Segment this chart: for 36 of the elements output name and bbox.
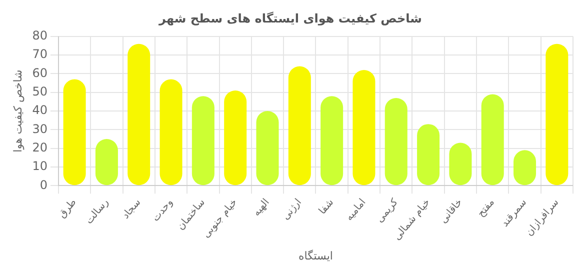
y-tick-label: 80 [32,28,48,43]
bar [224,90,247,186]
x-tick-label: امامیه [344,197,368,224]
bar [320,96,344,186]
x-tick-label: رسالت [84,196,112,226]
y-tick-label: 30 [32,122,48,136]
bar [546,44,568,186]
y-axis-title: شاخص کیفیت هوا [11,70,24,152]
bar [288,66,311,186]
x-tick-label: شفا [317,197,336,217]
x-tick-label: سجاد [120,197,144,222]
y-tick-label: 60 [32,66,48,80]
y-tick-label: 0 [40,178,48,192]
bar [160,79,182,186]
x-tick-label: الهیه [251,197,272,219]
x-tick-label: خاقانی [438,197,465,226]
x-axis-title: ایستگاه [298,249,333,262]
x-tick-label: کریمی [374,196,401,225]
bar [384,98,408,186]
x-tick-label: وحدت [150,196,176,224]
x-tick-label: ساختمان [175,197,208,232]
y-tick-label: 50 [32,84,48,98]
x-tick-label: مفتح [476,197,497,220]
bar [63,79,86,186]
y-tick-label: 70 [32,47,48,62]
bar [128,44,150,186]
x-tick-label: ارژنی [280,197,304,222]
bar [192,96,214,186]
chart-title: شاخص کیفیت هوای ایستگاه های سطح شهر [158,11,422,26]
y-tick-label: 40 [32,103,48,118]
bar [256,111,279,186]
y-tick-label: 20 [32,140,48,154]
x-tick-label: طرق [56,196,79,220]
bar [352,70,376,186]
bar [481,94,504,186]
y-tick-label: 10 [32,159,48,174]
